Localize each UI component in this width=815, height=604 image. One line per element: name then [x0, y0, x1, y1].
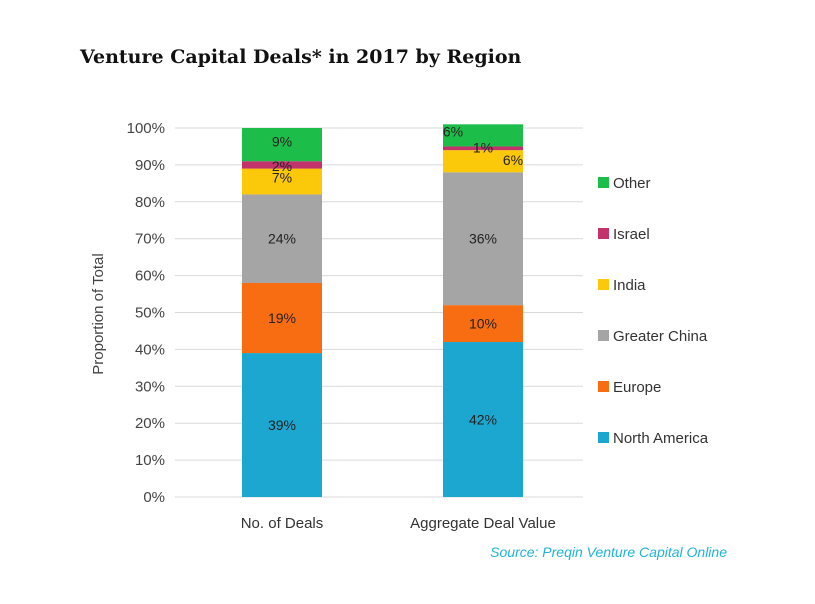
bar-segment-other	[443, 124, 523, 147]
legend: Other Israel India Greater China Europe North…	[598, 175, 709, 447]
bar-segment-israel	[443, 146, 523, 151]
data-label: 36%	[469, 231, 497, 247]
legend-swatch	[598, 279, 609, 290]
source-note: Source: Preqin Venture Capital Online	[490, 544, 727, 560]
y-tick-label: 20%	[135, 415, 165, 432]
data-label: 10%	[469, 316, 497, 332]
legend-label: India	[613, 277, 646, 294]
bar-segment-israel	[242, 161, 322, 169]
bar-segment-north-america	[443, 342, 523, 497]
bar-segment-europe	[443, 305, 523, 343]
y-axis-ticks: 0% 10% 20% 30% 40% 50% 60% 70% 80% 90% 100%	[127, 120, 165, 506]
bar-segment-other	[242, 128, 322, 162]
bars	[242, 124, 523, 497]
bar-segment-india	[242, 168, 322, 195]
data-label: 6%	[503, 152, 523, 168]
legend-label: Other	[613, 175, 651, 192]
y-tick-label: 30%	[135, 378, 165, 395]
x-category-label: Aggregate Deal Value	[410, 515, 556, 532]
y-tick-label: 40%	[135, 341, 165, 358]
legend-swatch	[598, 330, 609, 341]
data-label: 9%	[272, 134, 292, 150]
data-label: 19%	[268, 310, 296, 326]
data-label: 42%	[469, 412, 497, 428]
legend-swatch	[598, 381, 609, 392]
y-tick-label: 50%	[135, 305, 165, 322]
legend-swatch	[598, 228, 609, 239]
bar-segment-europe	[242, 282, 322, 354]
data-label: 6%	[443, 123, 463, 139]
y-tick-label: 0%	[143, 489, 165, 506]
legend-label: North America	[613, 430, 709, 447]
data-label: 7%	[272, 170, 292, 186]
bar-segment-north-america	[242, 353, 322, 497]
y-axis-label: Proportion of Total	[90, 253, 107, 374]
legend-label: Israel	[613, 226, 650, 243]
data-label: 1%	[473, 139, 493, 155]
y-tick-label: 10%	[135, 452, 165, 469]
bar-segment-greater-china	[443, 172, 523, 306]
data-label: 24%	[268, 231, 296, 247]
data-label: 2%	[272, 158, 292, 174]
legend-label: Greater China	[613, 328, 708, 345]
legend-swatch	[598, 432, 609, 443]
legend-label: Europe	[613, 379, 661, 396]
y-tick-label: 60%	[135, 268, 165, 285]
y-tick-label: 70%	[135, 231, 165, 248]
y-tick-label: 100%	[127, 120, 165, 137]
bar-segment-greater-china	[242, 194, 322, 283]
data-labels: 39% 19% 24% 7%2% 9% 42% 10% 36% 6% 1% 6%	[268, 123, 523, 433]
chart-title: Venture Capital Deals* in 2017 by Region	[80, 46, 522, 68]
bar-segment-india	[443, 150, 523, 173]
legend-swatch	[598, 177, 609, 188]
data-label: 39%	[268, 417, 296, 433]
y-tick-label: 90%	[135, 157, 165, 174]
x-axis-categories: No. of Deals Aggregate Deal Value	[241, 515, 556, 532]
x-category-label: No. of Deals	[241, 515, 324, 532]
y-tick-label: 80%	[135, 194, 165, 211]
